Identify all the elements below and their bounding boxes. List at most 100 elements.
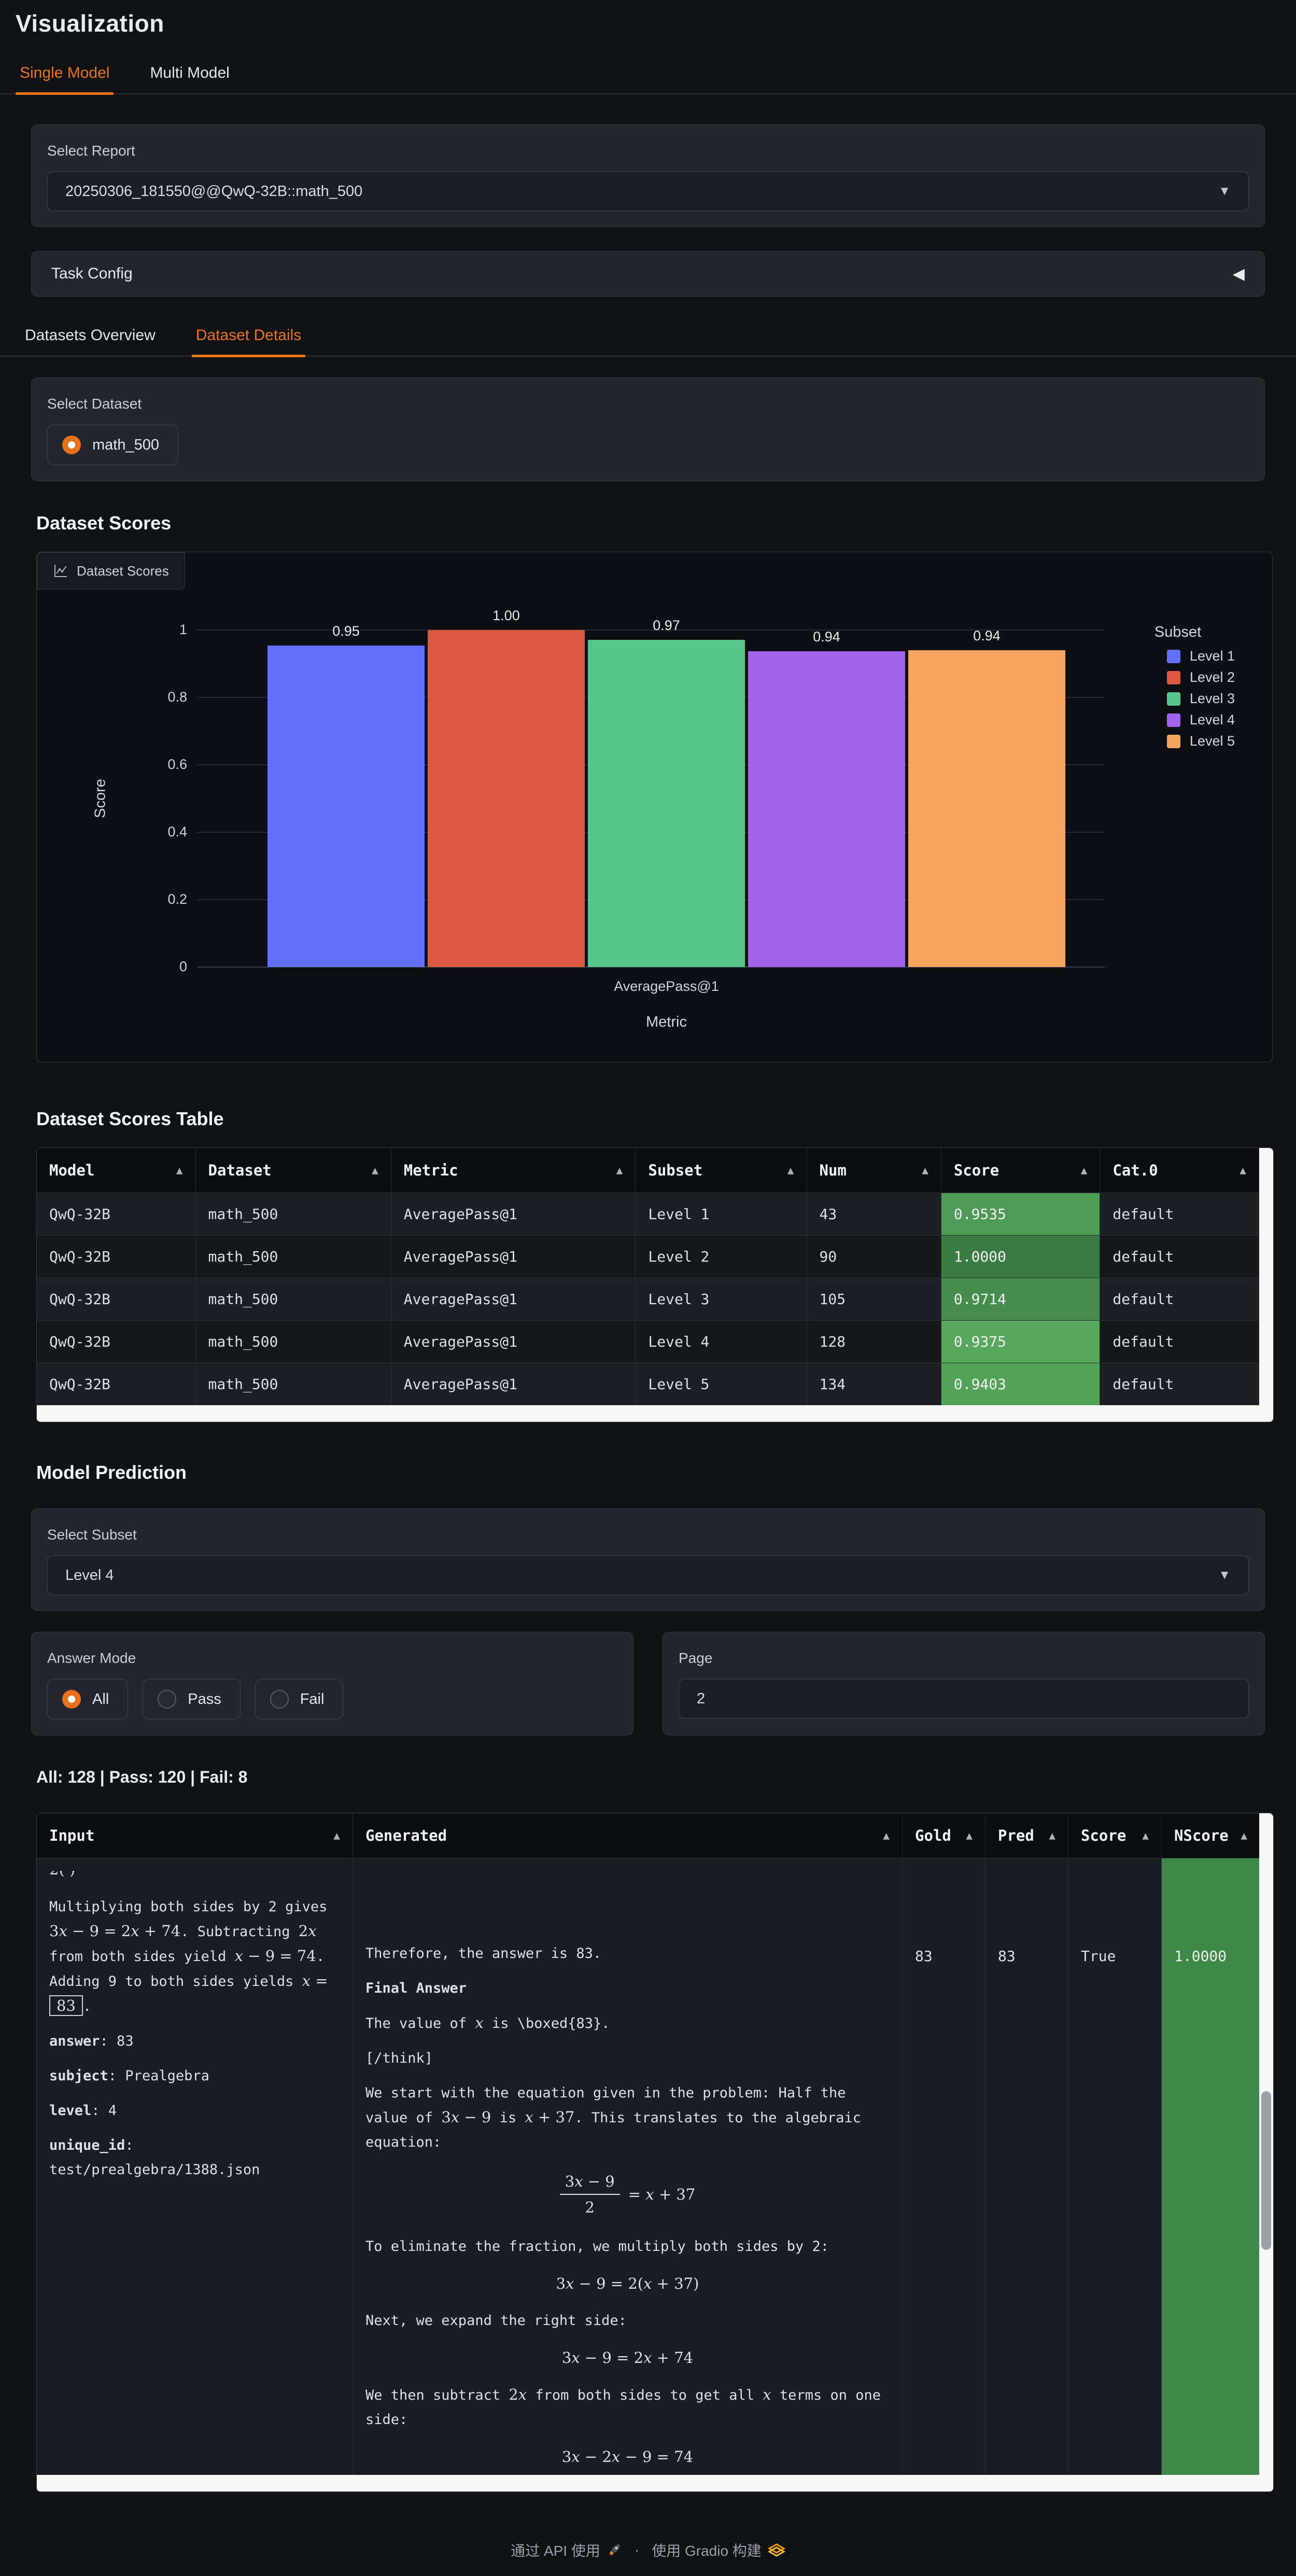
cell-cat0[interactable]: default xyxy=(1100,1321,1259,1363)
cell-cat0[interactable]: default xyxy=(1100,1193,1259,1235)
cell-gold[interactable]: 83 xyxy=(903,1858,985,2475)
cell-dataset[interactable]: math_500 xyxy=(196,1193,391,1235)
cell-score[interactable]: 0.9535 xyxy=(941,1193,1101,1235)
legend-swatch-icon xyxy=(1166,734,1180,748)
legend-item-level-2[interactable]: Level 2 xyxy=(1166,669,1235,685)
cell-subset[interactable]: Level 3 xyxy=(636,1278,807,1320)
generated-text-bold: Final Answer xyxy=(365,1980,467,1996)
cell-score[interactable]: True xyxy=(1068,1858,1162,2475)
vertical-scrollbar[interactable] xyxy=(1259,1148,1273,1405)
built-with-gradio-link[interactable]: 使用 Gradio 构建 xyxy=(652,2540,785,2560)
page-label: Page xyxy=(679,1650,713,1666)
pass-fail-stats: All: 128 | Pass: 120 | Fail: 8 xyxy=(36,1768,248,1786)
column-header-label: Num xyxy=(819,1161,847,1179)
cell-subset[interactable]: Level 2 xyxy=(636,1236,807,1278)
chart-tab-label: Dataset Scores xyxy=(77,563,169,579)
column-header-pred[interactable]: Pred ▲ xyxy=(985,1813,1068,1858)
cell-model[interactable]: QwQ-32B xyxy=(37,1321,196,1363)
legend-item-level-1[interactable]: Level 1 xyxy=(1166,648,1235,664)
cell-dataset[interactable]: math_500 xyxy=(196,1321,391,1363)
cell-pred[interactable]: 83 xyxy=(985,1858,1068,2475)
horizontal-scrollbar[interactable] xyxy=(37,1405,1273,1422)
table-row: QwQ-32B math_500 AveragePass@1 Level 1 43 0.9… xyxy=(37,1193,1259,1235)
cell-model[interactable]: QwQ-32B xyxy=(37,1193,196,1235)
subset-dropdown[interactable]: Level 4 ▼ xyxy=(47,1556,1249,1595)
cell-metric[interactable]: AveragePass@1 xyxy=(391,1236,636,1278)
tab-multi-model[interactable]: Multi Model xyxy=(150,64,230,81)
use-via-api-link[interactable]: 通过 API 使用 xyxy=(511,2540,622,2560)
answer-mode-fail[interactable]: Fail xyxy=(255,1679,344,1719)
cell-metric[interactable]: AveragePass@1 xyxy=(391,1363,636,1405)
cell-num[interactable]: 134 xyxy=(807,1363,941,1405)
cell-model[interactable]: QwQ-32B xyxy=(37,1363,196,1405)
cell-cat0[interactable]: default xyxy=(1100,1278,1259,1320)
cell-metric[interactable]: AveragePass@1 xyxy=(391,1193,636,1235)
cell-model[interactable]: QwQ-32B xyxy=(37,1278,196,1320)
cell-subset[interactable]: Level 4 xyxy=(636,1321,807,1363)
column-header-dataset[interactable]: Dataset ▲ xyxy=(196,1148,391,1193)
cell-metric[interactable]: AveragePass@1 xyxy=(391,1278,636,1320)
column-header-metric[interactable]: Metric ▲ xyxy=(391,1148,636,1193)
column-header-model[interactable]: Model ▲ xyxy=(37,1148,196,1193)
bar-level-3: 0.97 xyxy=(588,618,745,967)
cell-model[interactable]: QwQ-32B xyxy=(37,1236,196,1278)
answer-mode-pass[interactable]: Pass xyxy=(143,1679,241,1719)
cell-subset[interactable]: Level 5 xyxy=(636,1363,807,1405)
chevron-down-icon: ▼ xyxy=(1218,184,1231,198)
cell-subset[interactable]: Level 1 xyxy=(636,1193,807,1235)
column-header-score[interactable]: Score ▲ xyxy=(1068,1813,1162,1858)
column-header-nscore[interactable]: NScore ▲ xyxy=(1162,1813,1260,1858)
column-header-cat0[interactable]: Cat.0 ▲ xyxy=(1100,1148,1259,1193)
cell-generated[interactable]: Therefore, the answer is 83. Final Answer… xyxy=(353,1858,903,2475)
sort-arrow-icon: ▲ xyxy=(1080,1164,1088,1177)
column-header-generated[interactable]: Generated ▲ xyxy=(353,1813,903,1858)
sort-arrow-icon: ▲ xyxy=(966,1829,973,1842)
scrollbar-thumb[interactable] xyxy=(1261,2091,1271,2250)
cell-cat0[interactable]: default xyxy=(1100,1236,1259,1278)
cell-num[interactable]: 105 xyxy=(807,1278,941,1320)
cell-cat0[interactable]: default xyxy=(1100,1363,1259,1405)
cell-num[interactable]: 43 xyxy=(807,1193,941,1235)
bar-level-2: 1.00 xyxy=(428,608,585,967)
dataset-radio-label: math_500 xyxy=(92,436,159,453)
column-header-score[interactable]: Score ▲ xyxy=(941,1148,1101,1193)
table-row: QwQ-32B math_500 AveragePass@1 Level 5 134 0.… xyxy=(37,1363,1259,1405)
cell-dataset[interactable]: math_500 xyxy=(196,1363,391,1405)
task-config-accordion[interactable]: Task Config ◀ xyxy=(31,251,1265,297)
legend-item-level-3[interactable]: Level 3 xyxy=(1166,691,1235,707)
horizontal-scrollbar[interactable] xyxy=(37,2475,1273,2491)
cell-dataset[interactable]: math_500 xyxy=(196,1236,391,1278)
tab-dataset-details[interactable]: Dataset Details xyxy=(191,327,306,357)
legend-swatch-icon xyxy=(1166,713,1180,727)
tab-single-model[interactable]: Single Model xyxy=(16,64,114,95)
report-dropdown[interactable]: 20250306_181550@@QwQ-32B::math_500 ▼ xyxy=(47,172,1249,211)
cell-num[interactable]: 128 xyxy=(807,1321,941,1363)
cell-score[interactable]: 0.9375 xyxy=(941,1321,1101,1363)
page-input[interactable]: 2 xyxy=(679,1679,1249,1718)
dataset-radio-math-500[interactable]: math_500 xyxy=(47,425,178,465)
legend-item-level-4[interactable]: Level 4 xyxy=(1166,712,1235,728)
cell-metric[interactable]: AveragePass@1 xyxy=(391,1321,636,1363)
legend-item-level-5[interactable]: Level 5 xyxy=(1166,733,1235,749)
column-header-input[interactable]: Input ▲ xyxy=(37,1813,353,1858)
bar-rect xyxy=(267,646,425,967)
answer-mode-all[interactable]: All xyxy=(47,1679,129,1719)
column-header-gold[interactable]: Gold ▲ xyxy=(903,1813,985,1858)
x-tick-label: AveragePass@1 xyxy=(614,978,719,994)
column-header-subset[interactable]: Subset ▲ xyxy=(636,1148,807,1193)
cell-input[interactable]: 2( ) Multiplying both sides by 2 gives 3x… xyxy=(37,1858,353,2475)
column-header-num[interactable]: Num ▲ xyxy=(807,1148,941,1193)
cell-score[interactable]: 0.9714 xyxy=(941,1278,1101,1320)
tab-datasets-overview[interactable]: Datasets Overview xyxy=(25,327,156,344)
chart-legend: Subset Level 1 Level 2 Level 3 Level 4 Level … xyxy=(1154,624,1235,754)
cell-nscore[interactable]: 1.0000 xyxy=(1162,1858,1260,2475)
column-header-label: NScore xyxy=(1174,1827,1229,1844)
math-expression: 3x − 9 = 2x + 74 xyxy=(49,1922,181,1940)
cell-dataset[interactable]: math_500 xyxy=(196,1278,391,1320)
cell-score[interactable]: 0.9403 xyxy=(941,1363,1101,1405)
vertical-scrollbar[interactable] xyxy=(1259,1813,1273,2475)
bar-rect xyxy=(908,650,1065,967)
cell-score[interactable]: 1.0000 xyxy=(941,1236,1101,1278)
cell-num[interactable]: 90 xyxy=(807,1236,941,1278)
y-tick-label: 1 xyxy=(179,622,187,637)
